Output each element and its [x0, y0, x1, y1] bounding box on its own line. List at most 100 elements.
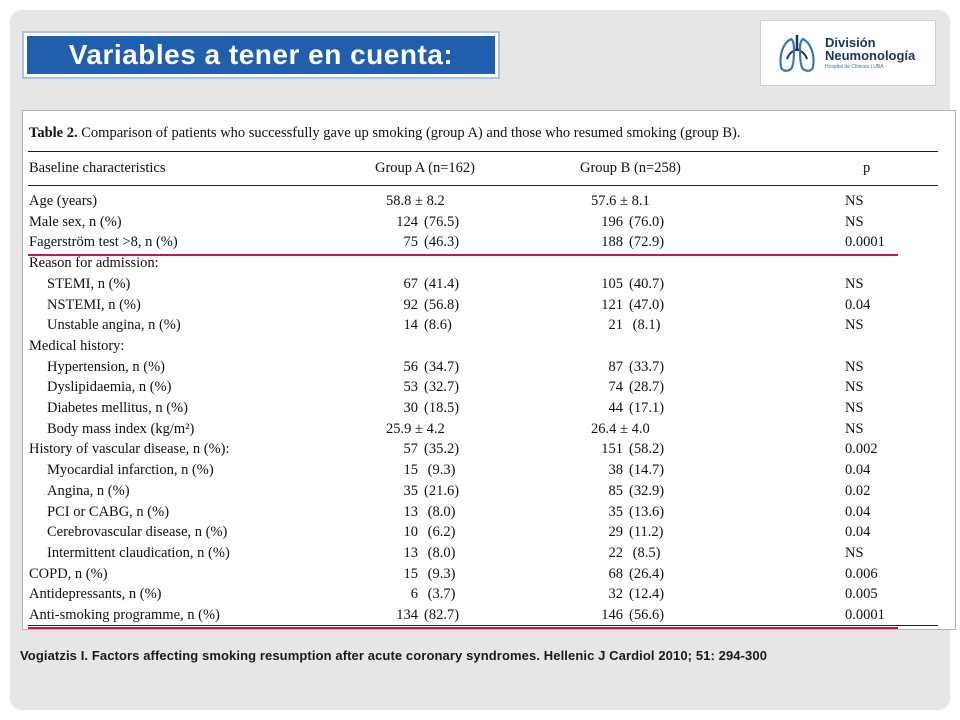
row-label: Cerebrovascular disease, n (%) — [47, 524, 228, 541]
table-rule-header — [28, 185, 938, 186]
group-b-percent: (26.4) — [629, 565, 665, 582]
group-a-count: 35 — [403, 482, 419, 499]
row-label: Medical history: — [29, 337, 125, 354]
table-row: Body mass index (kg/m²) 25.9 ± 4.2 26.4 ± … — [23, 421, 957, 442]
p-value: 0.002 — [845, 441, 878, 458]
table-panel: Table 2. Comparison of patients who succ… — [22, 110, 956, 630]
group-b-count: 29 — [608, 524, 624, 541]
row-label: Body mass index (kg/m²) — [47, 420, 195, 437]
row-label: Angina, n (%) — [47, 482, 130, 499]
group-b-count: 38 — [608, 462, 624, 479]
p-value: 0.02 — [845, 482, 871, 499]
group-a-percent: (21.6) — [424, 482, 460, 499]
group-b-percent: (17.1) — [629, 400, 665, 416]
group-a-value: 25.9 ± 4.2 — [386, 420, 445, 437]
row-label: COPD, n (%) — [29, 565, 108, 582]
group-a-count: 67 — [403, 275, 419, 292]
group-a-percent: (8.0) — [424, 503, 456, 520]
group-a-value: 58.8 ± 8.2 — [386, 193, 445, 209]
group-a-percent: (9.3) — [424, 462, 456, 479]
header-characteristics: Baseline characteristics — [29, 160, 166, 176]
table-row: STEMI, n (%) 67 (41.4) 105 (40.7) NS — [23, 276, 957, 297]
group-b-count: 188 — [601, 234, 623, 251]
group-b-count: 121 — [601, 296, 623, 313]
table-row: History of vascular disease, n (%): 57 (35… — [23, 441, 957, 462]
table-row: Hypertension, n (%) 56 (34.7) 87 (33.7) NS — [23, 359, 957, 380]
lungs-icon — [779, 35, 815, 72]
group-b-value: 26.4 ± 4.0 — [591, 420, 650, 437]
row-label: Anti-smoking programme, n (%) — [29, 607, 220, 623]
table-row: Age (years) 58.8 ± 8.2 57.6 ± 8.1 NS — [23, 193, 957, 214]
group-b-count: 68 — [608, 565, 624, 582]
p-value: NS — [845, 544, 864, 561]
group-a-count: 13 — [403, 544, 419, 561]
p-value: 0.006 — [845, 565, 878, 582]
table-row: COPD, n (%) 15 (9.3) 68 (26.4) 0.006 — [23, 566, 957, 587]
row-label: History of vascular disease, n (%): — [29, 441, 230, 458]
table-row: Intermittent claudication, n (%) 13 (8.0)… — [23, 545, 957, 566]
table-caption-text: Comparison of patients who successfully … — [81, 125, 741, 141]
p-value: NS — [845, 379, 864, 396]
row-label: Diabetes mellitus, n (%) — [47, 400, 188, 416]
table-row: NSTEMI, n (%) 92 (56.8) 121 (47.0) 0.04 — [23, 297, 957, 318]
group-a-count: 13 — [403, 503, 419, 520]
group-a-percent: (34.7) — [424, 358, 460, 375]
group-b-percent: (8.5) — [629, 544, 661, 561]
group-b-percent: (56.6) — [629, 607, 665, 623]
group-b-count: 21 — [608, 317, 624, 334]
table-row: PCI or CABG, n (%) 13 (8.0) 35 (13.6) 0.04 — [23, 504, 957, 525]
group-b-percent: (28.7) — [629, 379, 665, 396]
group-a-count: 92 — [403, 296, 419, 313]
group-a-percent: (32.7) — [424, 379, 460, 396]
group-a-count: 6 — [410, 586, 418, 603]
table-caption-label: Table 2. — [29, 125, 78, 141]
group-a-percent: (6.2) — [424, 524, 456, 541]
highlight-underline — [28, 254, 898, 257]
row-label: Reason for admission: — [29, 255, 159, 272]
citation: Vogiatzis I. Factors affecting smoking r… — [20, 648, 768, 663]
slide-title: Variables a tener en cuenta: — [27, 36, 495, 74]
group-b-value: 57.6 ± 8.1 — [591, 193, 650, 209]
row-label: PCI or CABG, n (%) — [47, 503, 170, 520]
group-b-percent: (40.7) — [629, 275, 665, 292]
table-row: Fagerström test >8, n (%) 75 (46.3) 188 (72.… — [23, 234, 957, 255]
p-value: 0.04 — [845, 503, 871, 520]
group-a-percent: (41.4) — [424, 275, 460, 292]
group-b-percent: (58.2) — [629, 441, 665, 458]
group-a-count: 57 — [403, 441, 419, 458]
group-b-count: 151 — [601, 441, 623, 458]
group-b-percent: (12.4) — [629, 586, 665, 603]
group-b-count: 35 — [608, 503, 624, 520]
table-row: Unstable angina, n (%) 14 (8.6) 21 (8.1) NS — [23, 317, 957, 338]
group-a-percent: (8.6) — [424, 317, 452, 334]
group-a-percent: (76.5) — [424, 213, 460, 230]
group-b-percent: (33.7) — [629, 358, 665, 375]
table-rule-top — [28, 151, 938, 152]
group-a-percent: (8.0) — [424, 544, 456, 561]
group-b-count: 74 — [608, 379, 624, 396]
row-label: Unstable angina, n (%) — [47, 317, 181, 334]
row-label: STEMI, n (%) — [47, 275, 131, 292]
group-b-percent: (8.1) — [629, 317, 661, 334]
p-value: 0.04 — [845, 296, 871, 313]
table-row: Angina, n (%) 35 (21.6) 85 (32.9) 0.02 — [23, 483, 957, 504]
group-b-percent: (13.6) — [629, 503, 665, 520]
group-b-count: 105 — [601, 275, 623, 292]
row-label: Myocardial infarction, n (%) — [47, 462, 214, 479]
p-value: NS — [845, 420, 864, 437]
p-value: 0.0001 — [845, 607, 885, 623]
table-header-row: Baseline characteristics Group A (n=162)… — [23, 160, 957, 181]
table-row: Diabetes mellitus, n (%) 30 (18.5) 44 (17.1)… — [23, 400, 957, 421]
group-a-percent: (9.3) — [424, 565, 456, 582]
table-row: Dyslipidaemia, n (%) 53 (32.7) 74 (28.7) NS — [23, 379, 957, 400]
group-a-count: 15 — [403, 462, 419, 479]
header-group-a: Group A (n=162) — [375, 160, 476, 176]
p-value: NS — [845, 193, 864, 209]
group-a-count: 53 — [403, 379, 419, 396]
p-value: 0.04 — [845, 462, 871, 479]
group-b-count: 85 — [608, 482, 624, 499]
division-logo: División Neumonología Hospital de Clínic… — [760, 20, 936, 86]
group-a-count: 124 — [396, 213, 418, 230]
table-row: Antidepressants, n (%) 6 (3.7) 32 (12.4) 0.0… — [23, 586, 957, 607]
group-a-percent: (18.5) — [424, 400, 460, 416]
